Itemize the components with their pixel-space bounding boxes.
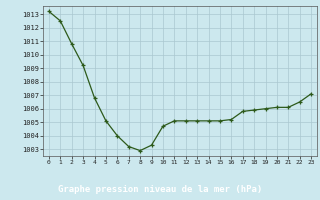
Text: Graphe pression niveau de la mer (hPa): Graphe pression niveau de la mer (hPa): [58, 185, 262, 194]
